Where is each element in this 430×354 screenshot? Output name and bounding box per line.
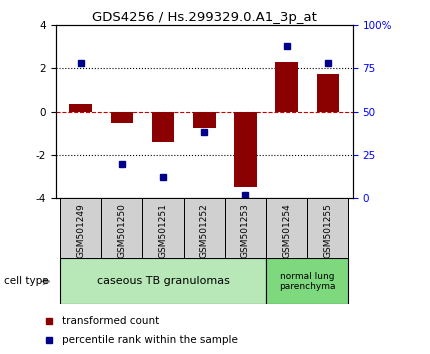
Text: GSM501250: GSM501250: [117, 203, 126, 258]
Bar: [111, 112, 133, 124]
Text: GSM501253: GSM501253: [241, 203, 250, 258]
Bar: [101, 198, 142, 258]
Text: percentile rank within the sample: percentile rank within the sample: [62, 335, 238, 345]
Bar: [69, 104, 92, 112]
Text: GSM501249: GSM501249: [76, 203, 85, 258]
Bar: [184, 198, 225, 258]
Text: caseous TB granulomas: caseous TB granulomas: [97, 276, 230, 286]
Bar: [60, 258, 266, 304]
Bar: [225, 198, 266, 258]
Bar: [266, 198, 307, 258]
Bar: [142, 198, 184, 258]
Text: cell type: cell type: [4, 276, 49, 286]
Text: GSM501254: GSM501254: [282, 203, 291, 258]
Text: transformed count: transformed count: [62, 316, 160, 326]
Title: GDS4256 / Hs.299329.0.A1_3p_at: GDS4256 / Hs.299329.0.A1_3p_at: [92, 11, 316, 24]
Bar: [307, 198, 348, 258]
Bar: [266, 258, 348, 304]
Text: normal lung
parenchyma: normal lung parenchyma: [279, 272, 335, 291]
Bar: [275, 62, 298, 112]
Text: GSM501251: GSM501251: [159, 203, 168, 258]
Text: GSM501255: GSM501255: [323, 203, 332, 258]
Bar: [60, 198, 101, 258]
Bar: [152, 112, 175, 142]
Text: GSM501252: GSM501252: [200, 203, 209, 258]
Bar: [234, 112, 257, 187]
Bar: [193, 112, 215, 128]
Bar: [316, 74, 339, 112]
